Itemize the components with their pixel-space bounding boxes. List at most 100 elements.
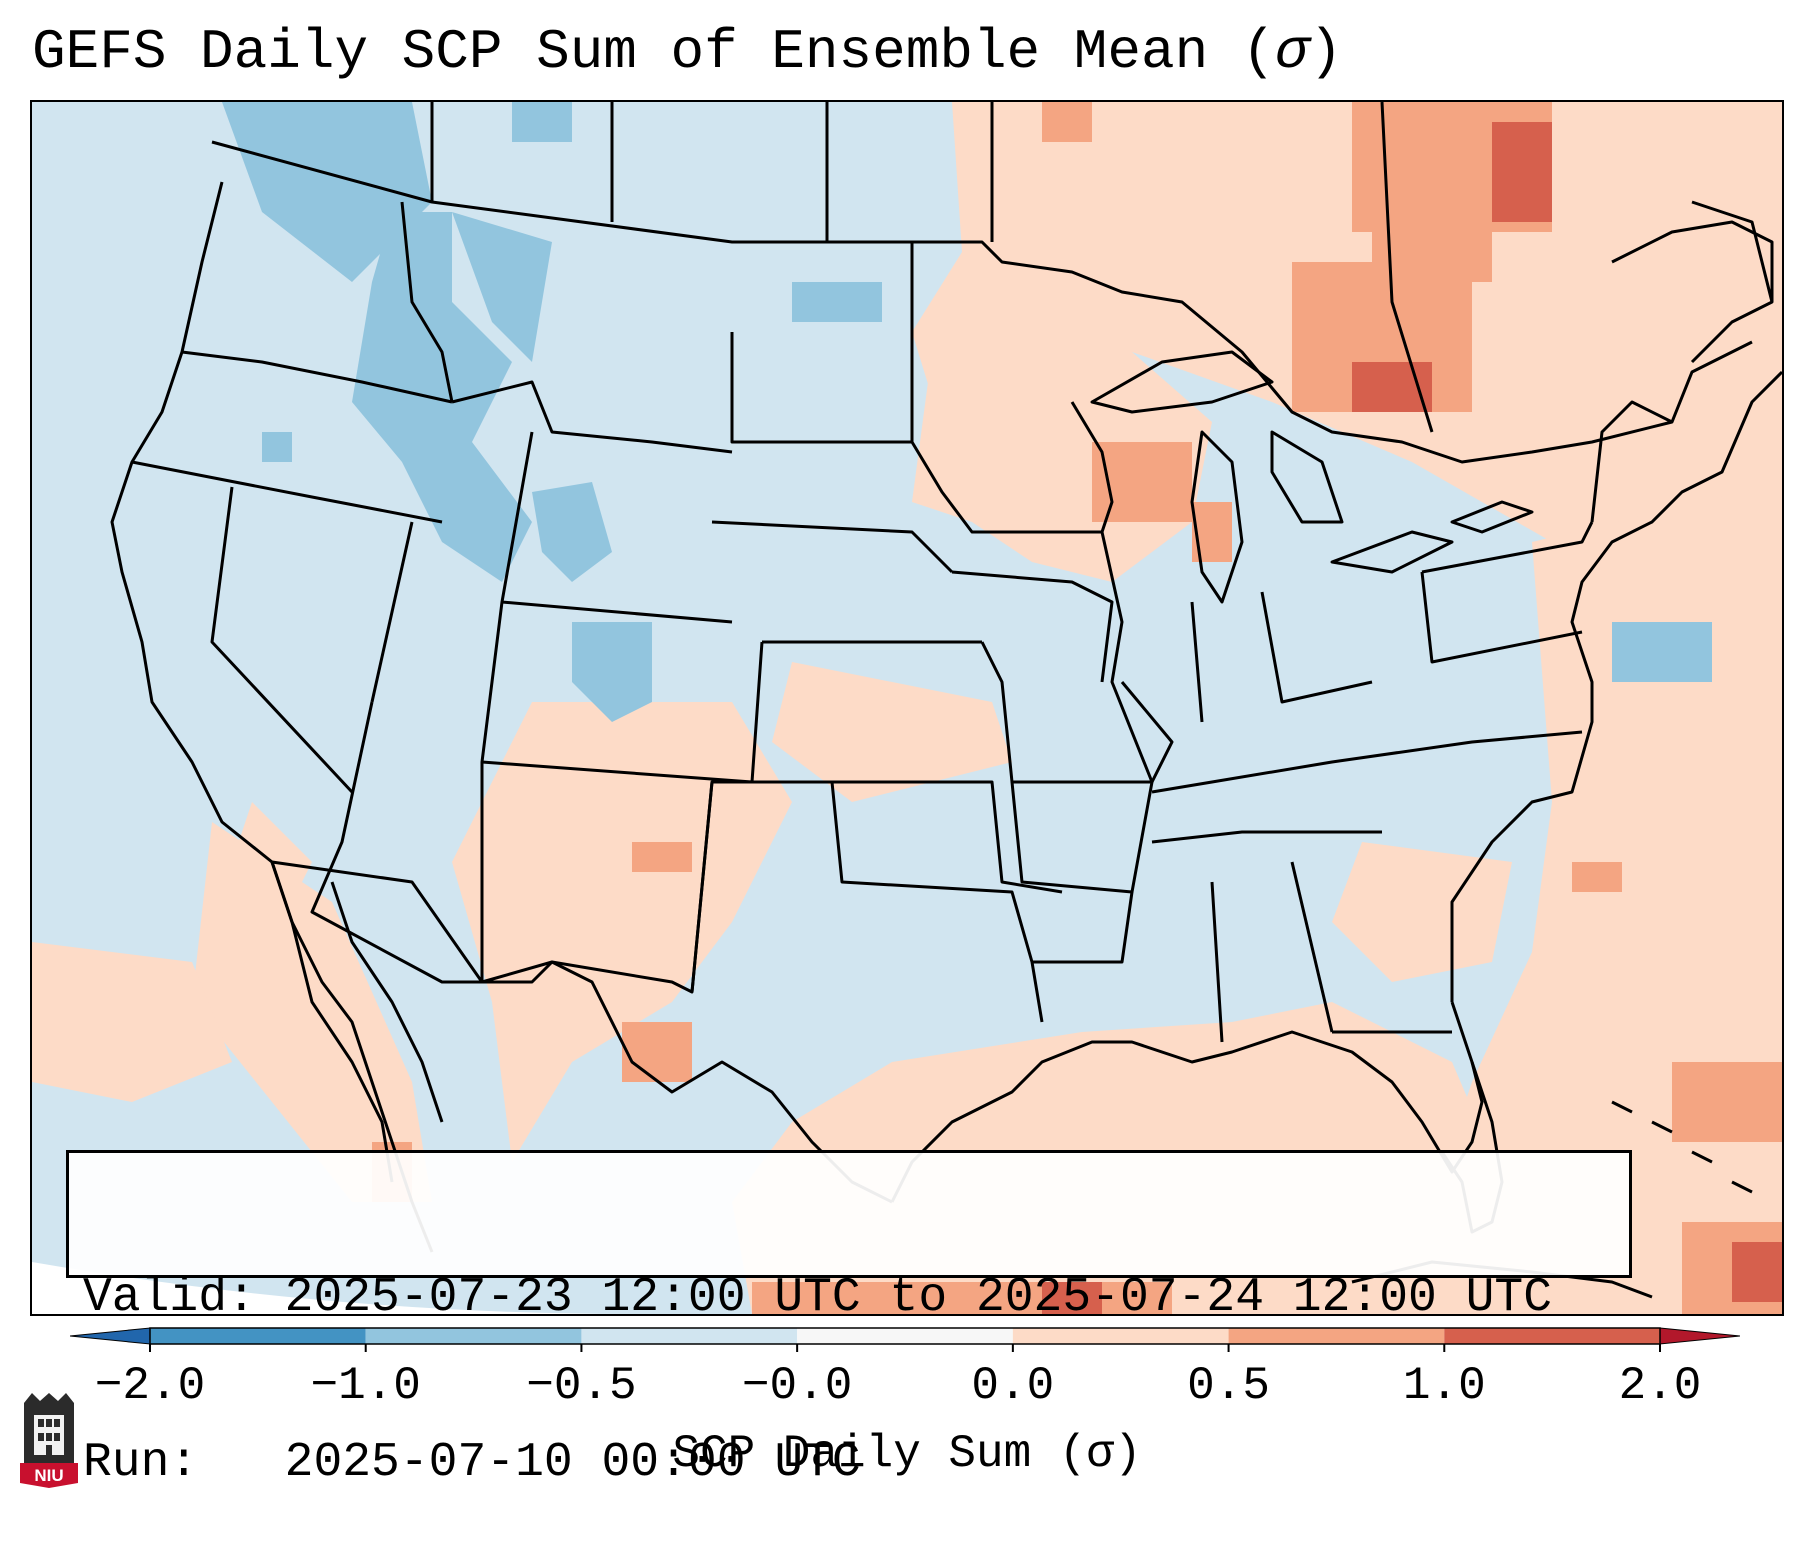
nevada-border [210, 486, 354, 794]
sigma-symbol: σ [1275, 20, 1310, 84]
quebec-peak [1352, 362, 1432, 412]
minnesota-border [910, 242, 1102, 534]
colorbar-tick-label: −2.0 [94, 1360, 206, 1412]
new-mexico-strong [632, 842, 692, 872]
domain-edge [32, 1262, 632, 1314]
colorbar-outline [149, 1327, 1661, 1345]
indiana-border [1190, 601, 1204, 723]
colorbar-tick-label: 0.0 [971, 1360, 1055, 1412]
canada-provinces [430, 102, 1774, 433]
bahamas-strong [1672, 1062, 1782, 1142]
colorbar-tick-label: 1.0 [1402, 1360, 1486, 1412]
colorbar-segment [150, 1328, 366, 1344]
idaho-negative [352, 212, 532, 582]
lake-michigan [1190, 430, 1244, 604]
lake-superior [1090, 350, 1274, 414]
kansas-positive [772, 662, 1012, 802]
washington-oregon-border [181, 350, 453, 404]
ontario-strong [1042, 102, 1092, 142]
iowa-border [951, 570, 1114, 683]
gulf-of-california [330, 881, 444, 1123]
colorbar-label: SCP Daily Sum (σ) [672, 1428, 1142, 1480]
map-title-main: GEFS Daily SCP Sum of Ensemble Mean ( [32, 20, 1276, 84]
oregon-california-border [131, 460, 443, 524]
upper-midwest-positive [912, 352, 1212, 582]
mexico-west-positive [232, 802, 312, 902]
arkansas-border [1010, 781, 1154, 894]
idaho-east-border [400, 201, 454, 403]
montana-negative [452, 212, 552, 362]
atlantic-strong [1572, 862, 1622, 892]
colorbar-segment [1012, 1328, 1229, 1344]
valid-time-text: Valid: 2025-07-23 12:00 UTC to 2025-07-2… [83, 1271, 1553, 1325]
colorbar-extend-high [1659, 1327, 1740, 1345]
map-panel [30, 100, 1784, 1316]
niu-logo-text: NIU [34, 1466, 64, 1485]
colorbar-segment [581, 1328, 798, 1344]
al-ga-border [1290, 861, 1334, 1033]
wyoming-negative [532, 482, 612, 582]
colorbar [70, 1327, 1740, 1352]
colorbar-segment [797, 1328, 1013, 1344]
scp-map [32, 102, 1782, 1314]
east-coast [1450, 370, 1782, 1002]
us-mexico-border [271, 860, 893, 1204]
ms-al-border [1210, 881, 1224, 1043]
arizona-border [310, 701, 484, 984]
ks-ok-border [712, 780, 1063, 894]
sd-ne-border [711, 520, 954, 574]
colorbar-tick-label: −0.0 [741, 1360, 853, 1412]
new-england-border [1590, 400, 1673, 523]
mexico-north-strong [622, 1022, 692, 1082]
map-title: GEFS Daily SCP Sum of Ensemble Mean (σ) [32, 20, 1343, 84]
colorado-negative [572, 622, 652, 722]
pennsylvania-border [1420, 571, 1583, 664]
missouri-border [980, 641, 1174, 784]
mexico-south-peak [1042, 1282, 1102, 1314]
nd-sd-border [730, 332, 912, 444]
niu-logo: NIU [20, 1393, 78, 1488]
map-title-close: ) [1309, 20, 1343, 84]
canada-strong-3 [1372, 202, 1492, 282]
montana-south [451, 380, 733, 454]
ohio-border [1260, 591, 1373, 704]
bahamas [1611, 1100, 1753, 1194]
louisiana-border [1032, 891, 1134, 964]
colorado-border [480, 601, 764, 784]
southwest-positive [452, 702, 792, 1162]
colorbar-tick-label: 2.0 [1618, 1360, 1702, 1412]
colorbar-tick-label: −1.0 [310, 1360, 421, 1412]
colorbar-extend-low [70, 1327, 151, 1345]
lake-huron [1270, 430, 1344, 524]
colorbar-segment [1228, 1328, 1445, 1344]
atlantic-negative [1612, 622, 1712, 682]
gulf-coast [890, 1001, 1484, 1203]
negative-anomaly-regions [222, 102, 1712, 722]
colorbar-tick-label: −0.5 [526, 1360, 637, 1412]
west-coast [110, 181, 434, 1253]
bc-negative [222, 102, 432, 282]
baja [270, 861, 394, 1183]
pacific-positive [32, 942, 232, 1102]
darkest-positive-cells [1042, 122, 1782, 1314]
caribbean-peak [1732, 1242, 1782, 1302]
political-borders [110, 102, 1782, 1299]
validity-info-box: Valid: 2025-07-23 12:00 UTC to 2025-07-2… [66, 1150, 1632, 1490]
canada-us-border [211, 140, 1753, 464]
tn-south [1151, 830, 1382, 844]
colorbar-segment [365, 1328, 582, 1344]
illinois-border [1100, 531, 1154, 783]
niu-logo-icon [20, 1393, 78, 1488]
alberta-negative [512, 102, 572, 142]
oregon-negative [262, 432, 292, 462]
lake-erie [1330, 530, 1454, 574]
ny-border [1421, 521, 1594, 574]
colorbar-tick-label: 0.5 [1187, 1360, 1270, 1412]
nd-negative [792, 282, 882, 322]
kentucky-tennessee [1151, 730, 1583, 794]
canada-peak [1492, 122, 1552, 222]
utah-nevada-border [370, 521, 414, 703]
baja-positive [192, 822, 432, 1202]
lake-ontario [1450, 500, 1534, 534]
colorbar-segment [1444, 1328, 1660, 1344]
